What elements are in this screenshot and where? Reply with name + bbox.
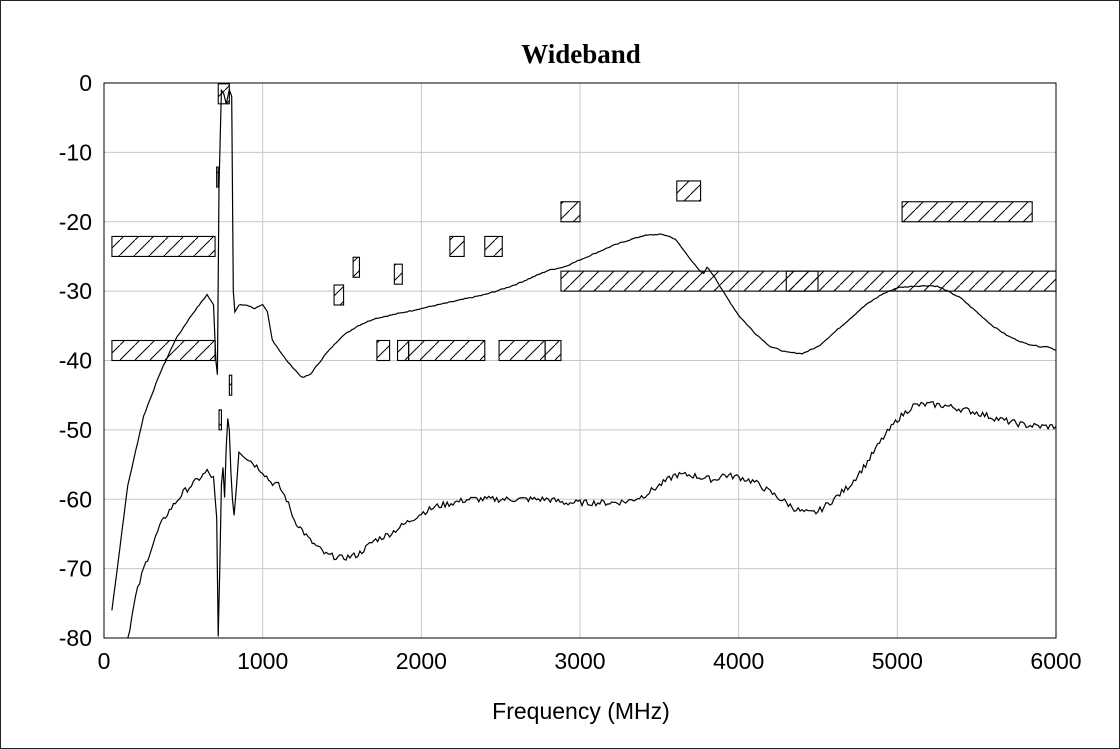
limit-masks (111, 83, 1057, 431)
limit-mask (352, 256, 361, 278)
limit-mask (785, 270, 819, 292)
limit-mask (333, 284, 345, 306)
limit-mask (396, 339, 410, 362)
chart-title: Wideband (521, 39, 641, 69)
y-tick-label: -40 (59, 348, 92, 374)
limit-mask (393, 263, 403, 285)
limit-mask (484, 235, 503, 257)
grid (103, 82, 1057, 639)
y-tick-label: -80 (59, 625, 92, 651)
x-tick-label: 0 (98, 648, 111, 674)
x-axis-label: Frequency (MHz) (492, 698, 670, 724)
x-tick-label: 5000 (872, 648, 923, 674)
limit-mask (376, 339, 391, 362)
y-tick-label: -70 (59, 556, 92, 582)
y-tick-label: 0 (79, 70, 92, 96)
limit-mask (560, 201, 581, 223)
limit-mask (111, 339, 216, 362)
limit-mask (216, 166, 219, 188)
y-tick-label: -30 (59, 278, 92, 304)
series-trace-2 (127, 401, 1057, 639)
x-tick-label: 1000 (237, 648, 288, 674)
traces (111, 87, 1057, 639)
limit-mask (544, 339, 562, 362)
y-tick-label: -60 (59, 486, 92, 512)
limit-mask (408, 339, 486, 362)
plot-area (103, 82, 1057, 639)
limit-mask (449, 235, 465, 257)
tick-labels: 0 1000 2000 3000 4000 5000 6000 0 -10 -20 -30 -40 -5… (59, 70, 1082, 674)
limit-mask (111, 235, 216, 257)
y-tick-label: -20 (59, 209, 92, 235)
y-tick-label: -10 (59, 139, 92, 165)
limit-mask (676, 180, 702, 202)
limit-mask (228, 374, 233, 396)
x-tick-label: 4000 (713, 648, 764, 674)
x-tick-label: 6000 (1030, 648, 1081, 674)
limit-mask (498, 339, 546, 362)
y-tick-label: -50 (59, 417, 92, 443)
x-tick-label: 2000 (396, 648, 447, 674)
limit-mask (218, 409, 222, 431)
series-trace-1 (111, 87, 1057, 611)
x-tick-label: 3000 (554, 648, 605, 674)
limit-mask (901, 201, 1033, 223)
